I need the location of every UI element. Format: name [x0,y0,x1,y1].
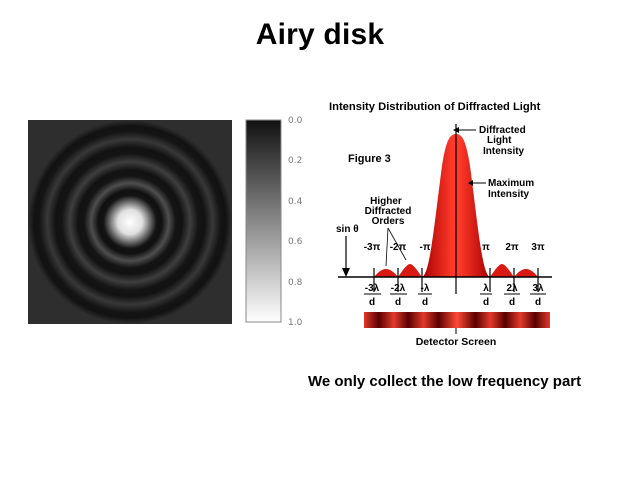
colorbar-tick: 0.2 [288,156,303,166]
fraction-labels: -3λ d -2λ d -λ d λ d 2λ d 3λ d [364,283,546,308]
phase-label: 3π [531,242,545,253]
fraction-numerator: 2λ [506,283,518,294]
secondary-lobe-right [490,264,514,277]
callout-higher: Higher [370,196,402,207]
fraction-numerator: -2λ [391,283,406,294]
colorbar-tick: 0.6 [288,237,303,247]
tertiary-lobe-left [374,269,398,277]
callout-light: Light [487,135,512,146]
colorbar-tick: 1.0 [288,318,303,328]
fraction-denominator: d [509,297,515,308]
colorbar-tick: 0.8 [288,278,303,288]
callout-orders: Orders [372,216,405,227]
colorbar-tick: 0.4 [288,197,303,207]
figure-label: Figure 3 [348,153,391,165]
phase-label: -2π [390,242,407,253]
slide-caption: We only collect the low frequency part [308,373,582,390]
fraction-denominator: d [369,297,375,308]
fraction-denominator: d [395,297,401,308]
colorbar [245,119,282,323]
airy-disk-image [28,120,232,324]
callout-intensity: Intensity [483,146,525,157]
callout-maximum: Maximum [488,178,534,189]
fraction-denominator: d [483,297,489,308]
detector-screen-label: Detector Screen [416,336,497,348]
diffraction-diagram: Intensity Distribution of Diffracted Lig… [329,101,552,348]
phase-label: π [482,242,490,253]
callout-max-intensity: Intensity [488,189,530,200]
phase-label: 2π [505,242,519,253]
fraction-denominator: d [535,297,541,308]
fraction-numerator: -3λ [365,283,380,294]
fraction-numerator: -λ [421,283,430,294]
phase-label: -π [420,242,431,253]
diagram-title: Intensity Distribution of Diffracted Lig… [329,101,541,113]
secondary-lobe-left [398,264,422,277]
fraction-numerator: 3λ [532,283,544,294]
sin-theta-label: sin θ [336,224,359,235]
colorbar-tick: 0.0 [288,116,303,126]
fraction-numerator: λ [483,283,489,294]
callout-diffracted: Diffracted [479,125,526,136]
callout-diffracted-orders: Diffracted [365,206,412,217]
phase-label: -3π [364,242,381,253]
tertiary-lobe-right [514,269,538,277]
fraction-denominator: d [422,297,428,308]
slide-title: Airy disk [255,18,385,51]
detector-screen-bar [364,312,550,328]
